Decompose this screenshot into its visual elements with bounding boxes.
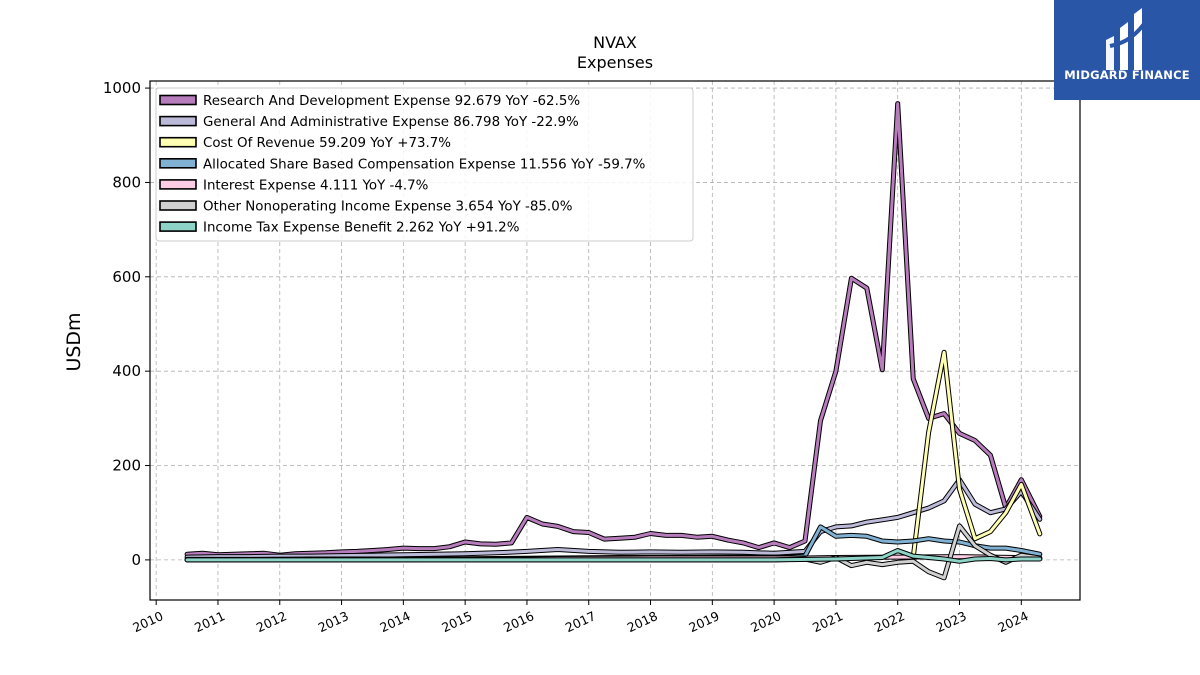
series-line-2 <box>910 349 1043 560</box>
x-tick-label: 2015 <box>439 608 474 635</box>
x-tick-label: 2011 <box>192 608 227 635</box>
x-tick-label: 2017 <box>563 608 598 635</box>
legend-swatch <box>159 136 197 148</box>
legend-label: Allocated Share Based Compensation Expen… <box>203 157 645 172</box>
x-tick-label: 2013 <box>316 608 351 635</box>
series-stroke <box>911 350 1042 559</box>
legend-item: Interest Expense 4.111 YoY -4.7% <box>159 178 428 193</box>
legend-swatch <box>159 94 197 106</box>
x-tick-label: 2016 <box>501 608 536 635</box>
legend-item: Income Tax Expense Benefit 2.262 YoY +91… <box>159 221 519 236</box>
y-tick-label: 1000 <box>103 79 141 97</box>
x-tick-label: 2014 <box>377 608 412 635</box>
legend-swatch <box>159 221 197 232</box>
series-line-1 <box>184 477 1043 560</box>
series-stroke <box>185 478 1042 559</box>
series-line-0 <box>184 101 1043 558</box>
series-line-6 <box>184 548 1043 564</box>
legend-item: Research And Development Expense 92.679 … <box>159 94 580 109</box>
legend-item: Other Nonoperating Income Expense 3.654 … <box>159 200 572 215</box>
chart-title: NVAX <box>593 33 637 52</box>
series-outline <box>184 477 1043 560</box>
x-tick-label: 2021 <box>810 608 845 635</box>
legend-swatch <box>159 115 197 127</box>
logo-text: MIDGARD FINANCE <box>1064 68 1190 82</box>
legend-item: Allocated Share Based Compensation Expen… <box>159 157 645 172</box>
legend-item: General And Administrative Expense 86.79… <box>159 115 579 130</box>
x-tick-label: 2018 <box>625 608 660 635</box>
plot-frame <box>149 80 1081 601</box>
x-tick-label: 2024 <box>995 608 1030 635</box>
legend-label: Research And Development Expense 92.679 … <box>203 94 580 109</box>
y-tick-label: 0 <box>131 551 141 569</box>
legend-label: General And Administrative Expense 86.79… <box>203 115 579 130</box>
x-tick-label: 2012 <box>254 608 289 635</box>
legend-swatch <box>159 158 197 169</box>
legend-label: Other Nonoperating Income Expense 3.654 … <box>203 200 572 215</box>
legend-box <box>155 87 694 242</box>
legend-label: Cost Of Revenue 59.209 YoY +73.7% <box>203 136 451 151</box>
legend: Research And Development Expense 92.679 … <box>155 87 694 242</box>
series-stroke <box>185 102 1042 557</box>
logo-emblem-icon <box>1106 8 1146 70</box>
y-tick-label: 600 <box>112 268 141 286</box>
chart-subtitle: Expenses <box>577 53 653 72</box>
series-outline <box>910 349 1043 560</box>
legend-item: Cost Of Revenue 59.209 YoY +73.7% <box>159 136 451 151</box>
x-tick-label: 2020 <box>748 608 783 635</box>
y-tick-label: 200 <box>112 457 141 475</box>
y-tick-label: 800 <box>112 173 141 191</box>
series-lines <box>184 101 1043 581</box>
series-stroke <box>185 549 1042 563</box>
x-tick-label: 2022 <box>872 608 907 635</box>
midgard-finance-logo: MIDGARD FINANCE <box>1054 0 1200 100</box>
legend-label: Income Tax Expense Benefit 2.262 YoY +91… <box>203 221 519 236</box>
x-tick-label: 2010 <box>130 608 165 635</box>
x-tick-label: 2023 <box>934 608 969 635</box>
legend-swatch <box>159 200 197 211</box>
legend-label: Interest Expense 4.111 YoY -4.7% <box>203 178 428 193</box>
legend-swatch <box>159 179 197 190</box>
y-tick-label: 400 <box>112 362 141 380</box>
y-axis-label: USDm <box>63 312 85 371</box>
x-tick-label: 2019 <box>686 608 721 635</box>
